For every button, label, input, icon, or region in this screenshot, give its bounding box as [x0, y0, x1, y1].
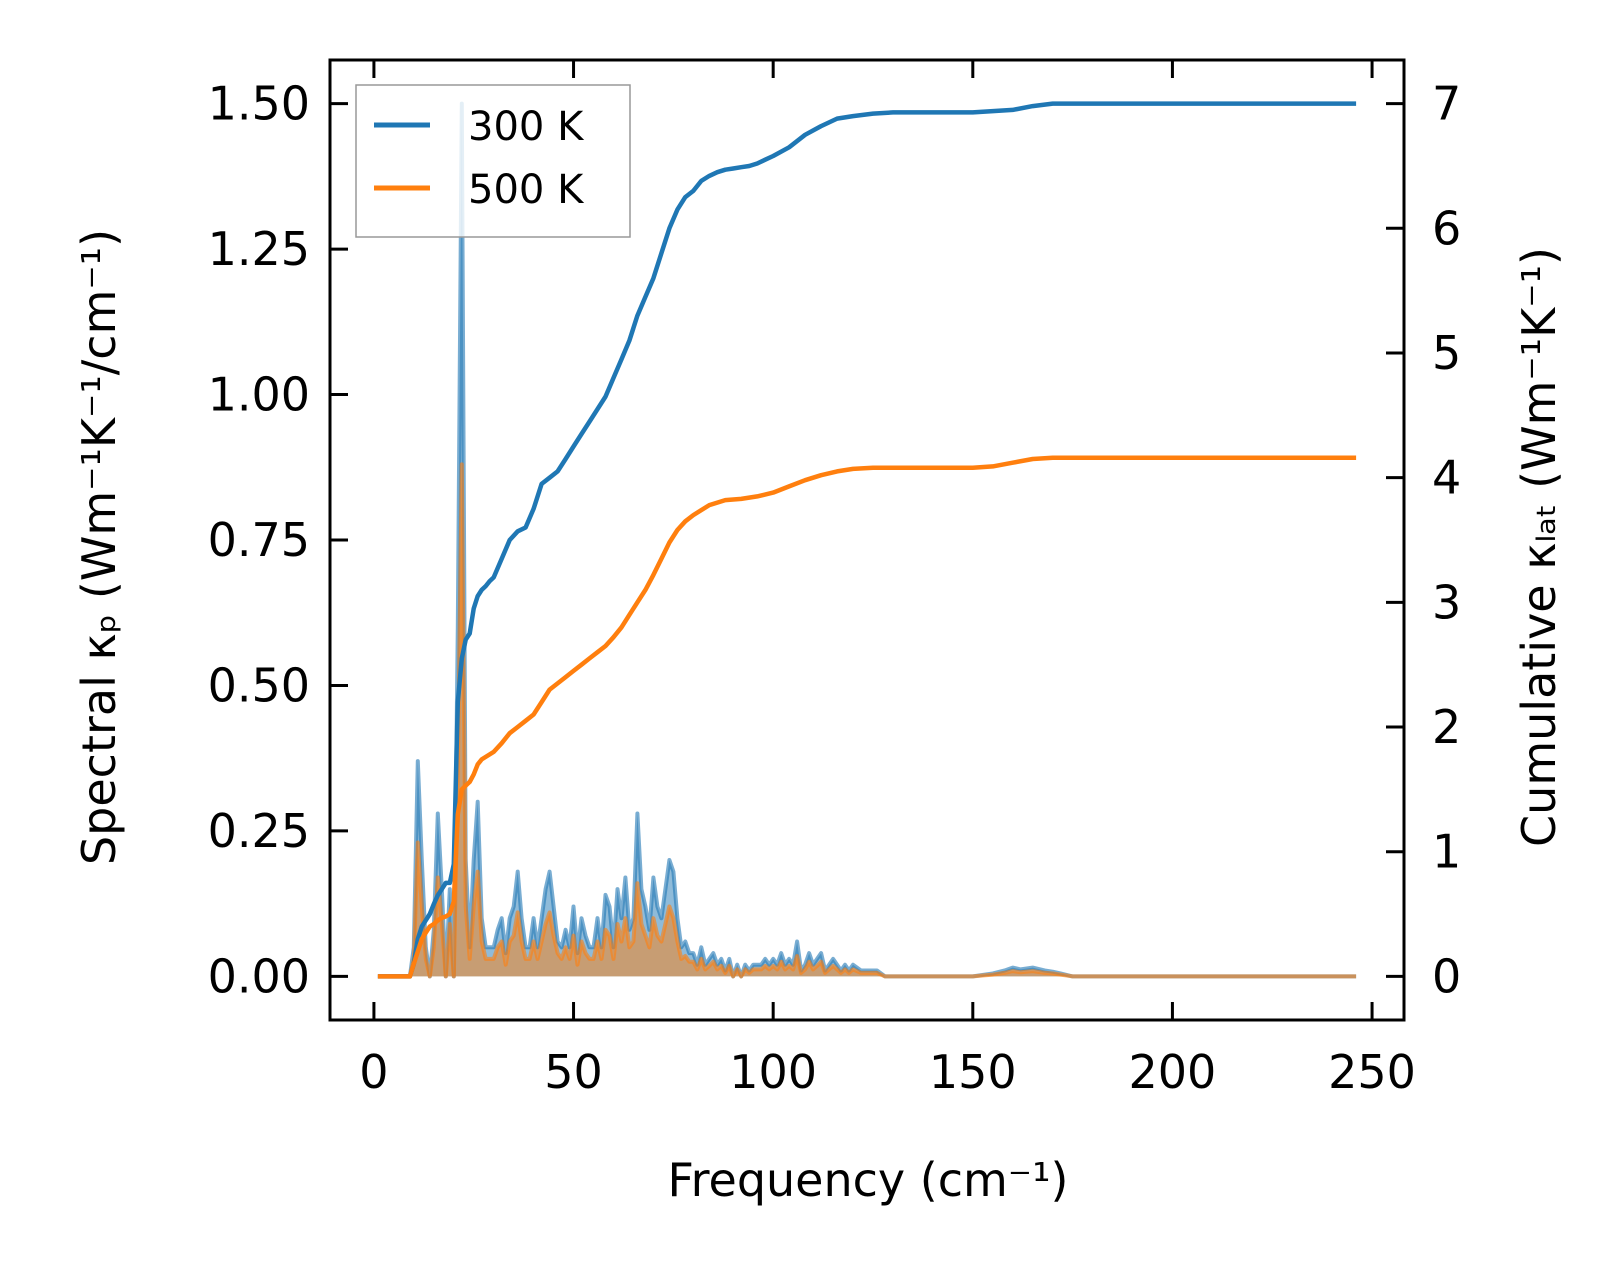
y-axis-left-title: Spectral κₚ (Wm⁻¹K⁻¹/cm⁻¹) [72, 229, 126, 865]
spectral-line-300-k-spectral [377, 101, 1357, 979]
y-right-tick-label: 5 [1432, 326, 1461, 380]
x-tick-label: 50 [544, 1045, 603, 1099]
y-left-tick-label: 0.00 [208, 949, 310, 1003]
legend-label-300k: 300 K [468, 104, 585, 150]
y-left-tick-label: 1.00 [208, 368, 310, 422]
spectral-line-500-k-spectral [377, 462, 1357, 979]
cumulative-layer [377, 101, 1357, 979]
x-tick-label: 150 [929, 1045, 1017, 1099]
y-right-tick-label: 4 [1432, 451, 1461, 505]
spectral-layer [377, 101, 1357, 979]
tick-labels-layer: 0 50 100 150 200 2500.000.250.500.751.001.251… [208, 77, 1462, 1099]
y-left-tick-label: 0.25 [208, 804, 310, 858]
x-tick-label: 200 [1129, 1045, 1217, 1099]
legend-box [355, 84, 631, 238]
y-left-tick-label: 1.25 [208, 222, 310, 276]
y-right-tick-label: 0 [1432, 949, 1461, 1003]
y-right-tick-label: 3 [1432, 575, 1461, 629]
legend-label-500k: 500 K [468, 167, 585, 213]
legend: 300 K 500 K [355, 84, 631, 238]
y-left-tick-label: 0.50 [208, 658, 310, 712]
x-axis-title: Frequency (cm⁻¹) [668, 1153, 1069, 1207]
x-tick-label: 250 [1328, 1045, 1416, 1099]
y-right-tick-label: 1 [1432, 825, 1461, 879]
x-tick-label: 100 [729, 1045, 817, 1099]
y-left-tick-label: 1.50 [208, 77, 310, 131]
ticks-layer [330, 60, 1404, 1020]
y-right-tick-label: 2 [1432, 700, 1461, 754]
cumulative-line-500-k [377, 455, 1357, 979]
y-left-tick-label: 0.75 [208, 513, 310, 567]
y-right-tick-label: 6 [1432, 201, 1461, 255]
cumulative-line-300-k [377, 101, 1357, 979]
x-tick-label: 0 [359, 1045, 388, 1099]
y-axis-right-title: Cumulative κₗₐₜ (Wm⁻¹K⁻¹) [1512, 247, 1566, 847]
spectral-area-500-k-spectral [377, 464, 1357, 977]
y-right-tick-label: 7 [1432, 77, 1461, 131]
